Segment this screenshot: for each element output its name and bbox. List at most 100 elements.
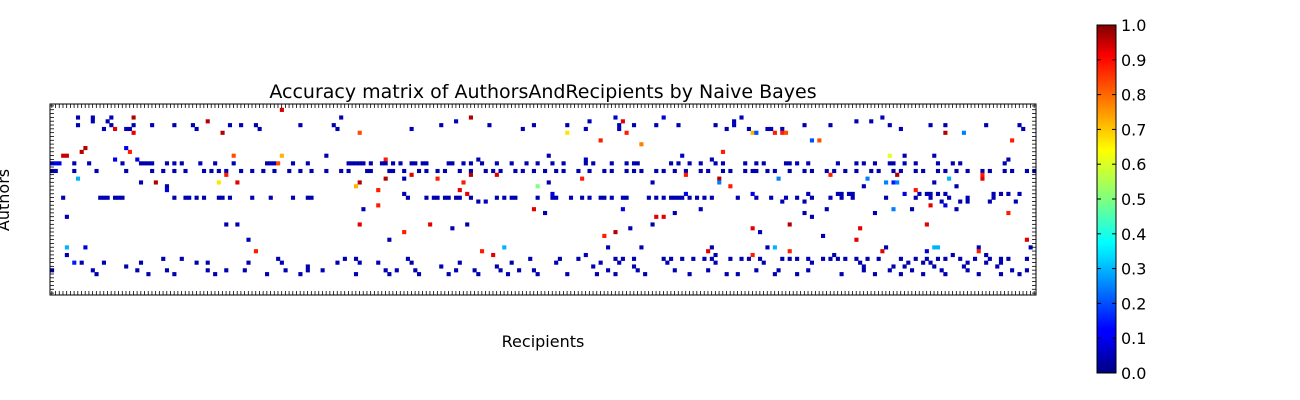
heatmap-cell	[824, 207, 829, 212]
heatmap-cell	[365, 168, 370, 174]
heatmap-cell	[987, 199, 992, 204]
heatmap-cell	[843, 168, 848, 174]
heatmap-cell	[227, 195, 233, 200]
heatmap-cell	[339, 115, 344, 120]
heatmap-cell	[932, 153, 937, 158]
heatmap-cell	[531, 168, 536, 174]
heatmap-cell	[858, 226, 863, 231]
heatmap-cell	[702, 195, 707, 200]
heatmap-cell	[213, 272, 218, 277]
heatmap-cell	[839, 195, 844, 200]
heatmap-cell	[706, 168, 711, 174]
heatmap-cell	[120, 195, 125, 200]
heatmap-cell	[683, 172, 688, 177]
heatmap-cell	[628, 226, 633, 231]
heatmap-cell	[821, 233, 826, 238]
heatmap-cell	[509, 260, 514, 265]
heatmap-cell	[454, 195, 459, 200]
heatmap-cell	[995, 264, 1000, 269]
heatmap-cell	[476, 199, 481, 204]
heatmap-cell	[876, 256, 881, 261]
heatmap-cell	[1006, 157, 1011, 162]
heatmap-cell	[861, 264, 866, 269]
heatmap-cell	[468, 161, 473, 166]
heatmap-cell	[127, 149, 132, 154]
heatmap-cell	[750, 226, 755, 231]
heatmap-cell	[976, 272, 981, 277]
heatmap-cell	[554, 195, 559, 200]
heatmap-cell	[680, 195, 685, 200]
heatmap-cell	[676, 123, 681, 128]
colorbar-tick-label: 0.1	[1121, 329, 1146, 348]
heatmap-cell	[435, 176, 440, 181]
heatmap-cell	[476, 157, 481, 162]
heatmap-cell	[913, 188, 918, 193]
heatmap-cell	[531, 123, 536, 128]
heatmap-cell	[383, 157, 388, 162]
heatmap-cell	[939, 199, 944, 204]
axis-ticks	[50, 104, 1036, 295]
heatmap-cell	[491, 252, 496, 258]
heatmap-cell	[101, 195, 106, 200]
heatmap-cell	[576, 168, 581, 174]
heatmap-cell	[324, 168, 329, 174]
heatmap-cell	[231, 161, 236, 166]
heatmap-cell	[535, 195, 540, 200]
heatmap-cell	[898, 168, 903, 174]
heatmap-cell	[843, 256, 848, 261]
heatmap-cell	[305, 161, 310, 166]
heatmap-cell	[1002, 161, 1007, 166]
heatmap-cell	[461, 161, 466, 166]
heatmap-cell	[780, 256, 785, 261]
heatmap-cell	[580, 176, 585, 181]
heatmap-cell	[127, 126, 132, 132]
heatmap-cell	[709, 195, 714, 200]
heatmap-cell	[402, 176, 407, 181]
heatmap-cell	[958, 161, 963, 166]
heatmap-cell	[676, 195, 681, 200]
heatmap-cell	[617, 126, 622, 132]
heatmap-cell	[376, 260, 381, 265]
heatmap-cell	[624, 195, 629, 200]
heatmap-cell	[124, 126, 129, 132]
heatmap-cell	[602, 168, 607, 174]
heatmap-cell	[620, 256, 625, 261]
heatmap-cell	[524, 161, 529, 166]
heatmap-cell	[980, 168, 985, 174]
heatmap-cell	[468, 115, 473, 120]
colorbar-tick-label: 0.5	[1121, 190, 1146, 209]
heatmap-cell	[802, 168, 807, 174]
heatmap-cell	[72, 260, 77, 265]
heatmap-cell	[305, 264, 310, 269]
heatmap-cell	[513, 168, 518, 174]
heatmap-cell	[754, 268, 759, 273]
heatmap-cell	[987, 256, 992, 261]
heatmap-cell	[928, 191, 933, 196]
heatmap-cell	[935, 191, 941, 196]
colorbar: 0.0 0.1 0.2 0.3 0.4 0.5 0.6 0.7 0.8 0.9 1.0	[1096, 16, 1146, 383]
heatmap-cell	[795, 256, 800, 261]
heatmap-cell	[743, 168, 748, 174]
heatmap-cell	[713, 123, 718, 128]
heatmap-cell	[383, 268, 388, 273]
heatmap-cell	[891, 161, 896, 166]
heatmap-cell	[205, 119, 210, 124]
heatmap-cell	[787, 161, 792, 166]
heatmap-cell	[765, 168, 770, 174]
heatmap-cell	[150, 123, 155, 128]
heatmap-cell	[235, 180, 240, 185]
heatmap-cell	[1010, 168, 1015, 174]
heatmap-cell	[772, 130, 777, 135]
heatmap-cell	[264, 272, 270, 277]
heatmap-cell	[965, 168, 970, 174]
heatmap-cell	[1010, 268, 1015, 273]
heatmap-cell	[650, 222, 655, 227]
heatmap-cell	[587, 119, 592, 124]
heatmap-cell	[858, 260, 863, 265]
heatmap-cell	[965, 195, 970, 200]
heatmap-cell	[546, 153, 551, 158]
heatmap-cell	[324, 153, 329, 158]
heatmap-cell	[746, 256, 751, 261]
heatmap-cell	[909, 207, 915, 212]
heatmap-cell	[494, 195, 499, 200]
